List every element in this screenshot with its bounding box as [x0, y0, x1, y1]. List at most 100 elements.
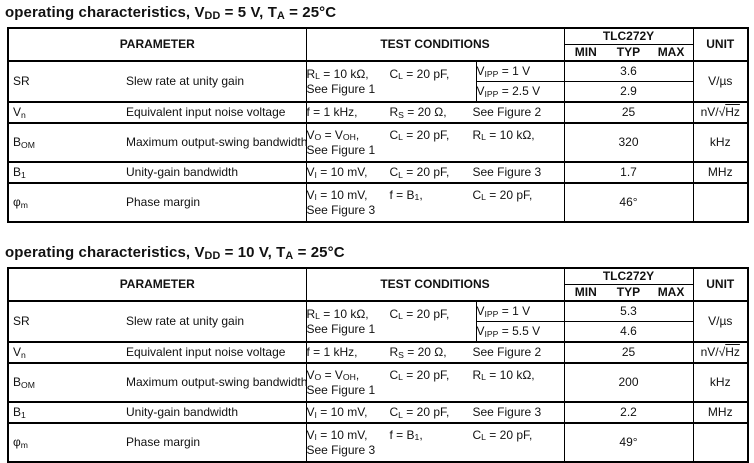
- param-name: Slew rate at unity gain: [126, 74, 245, 88]
- condition-subcell: VIPP = 1 V: [475, 300, 565, 322]
- row-slew-rate-sub: VIPP = 5.5 V 4.6: [8, 321, 748, 343]
- test-conditions-cell: RL = 10 kΩ, CL = 20 pF, See Figure 1: [305, 300, 477, 343]
- col-header-device: TLC272Y: [563, 27, 694, 45]
- unit-cell: nV/√Hz: [692, 341, 749, 364]
- header-row-2: MIN TYP MAX: [8, 284, 748, 302]
- param-symbol: φm: [13, 435, 28, 450]
- unit-cell: kHz: [692, 122, 749, 163]
- param-name: Maximum output-swing bandwidth: [126, 375, 308, 389]
- typ-value: 46°: [563, 182, 694, 223]
- col-header-min-typ-max: MIN TYP MAX: [563, 44, 694, 62]
- typ-value: 4.6: [563, 321, 694, 343]
- typ-value: 320: [563, 122, 694, 163]
- param-name: Unity-gain bandwidth: [126, 405, 239, 419]
- col-header-parameter: PARAMETER: [7, 267, 307, 302]
- col-header-min: MIN: [574, 45, 597, 59]
- col-header-typ: TYP: [616, 285, 641, 299]
- parameter-cell: B1 Unity-gain bandwidth: [7, 401, 307, 424]
- typ-value: 200: [563, 362, 694, 403]
- param-name: Phase margin: [126, 435, 201, 449]
- condition-subcell: VIPP = 1 V: [475, 60, 565, 82]
- param-name: Maximum output-swing bandwidth: [126, 135, 308, 149]
- col-header-max: MAX: [657, 45, 685, 59]
- header-row-1: PARAMETER TEST CONDITIONS TLC272Y UNIT: [7, 267, 749, 302]
- test-conditions-cell: VI = 10 mV, CL = 20 pF, See Figure 3: [305, 161, 565, 184]
- param-name: Phase margin: [126, 195, 201, 209]
- param-symbol: SR: [13, 74, 30, 88]
- row-output-swing-bandwidth: BOM Maximum output-swing bandwidth VO = V…: [7, 122, 749, 163]
- condition-item: f = 1 kHz,: [306, 345, 358, 359]
- condition-item: See Figure 2: [472, 105, 542, 119]
- typ-value: 3.6: [563, 60, 694, 82]
- condition-item: RL = 10 kΩ,: [472, 367, 535, 383]
- condition-subcell: VIPP = 2.5 V: [475, 81, 565, 103]
- typ-value: 49°: [563, 422, 694, 463]
- row-phase-margin: φm Phase margin VI = 10 mV, f = B1, CL = 20…: [7, 422, 749, 463]
- test-conditions-cell: VI = 10 mV, f = B1, CL = 20 pF, See Figure…: [305, 422, 565, 463]
- see-figure-note: See Figure 1: [306, 382, 376, 397]
- condition-item: CL = 20 pF,: [389, 165, 450, 180]
- unit-cell: MHz: [692, 161, 749, 184]
- condition-item: VI = 10 mV,: [306, 405, 368, 420]
- operating-characteristics-table-5v: PARAMETER TEST CONDITIONS TLC272Y UNIT M…: [7, 27, 749, 223]
- condition-subcell: VIPP = 5.5 V: [475, 321, 565, 343]
- typ-value: 2.9: [563, 81, 694, 103]
- param-name: Slew rate at unity gain: [126, 314, 245, 328]
- condition-item: f = B1,: [389, 187, 423, 203]
- condition-item: See Figure 3: [472, 405, 542, 419]
- param-name: Equivalent input noise voltage: [126, 345, 286, 359]
- col-header-typ: TYP: [616, 45, 641, 59]
- see-figure-note: See Figure 1: [306, 142, 376, 157]
- see-figure-note: See Figure 3: [306, 202, 376, 217]
- test-conditions-cell: VO = VOH, CL = 20 pF, RL = 10 kΩ, See Figu…: [305, 122, 565, 163]
- condition-item: CL = 20 pF,: [389, 405, 450, 420]
- typ-value: 25: [563, 341, 694, 364]
- row-phase-margin: φm Phase margin VI = 10 mV, f = B1, CL = 20…: [7, 182, 749, 223]
- unit-cell: nV/√Hz: [692, 101, 749, 124]
- condition-item: See Figure 2: [472, 345, 542, 359]
- condition-item: RL = 10 kΩ,: [306, 66, 369, 82]
- unit-cell: [692, 422, 749, 463]
- condition-item: RS = 20 Ω,: [389, 345, 447, 360]
- row-noise-voltage: Vn Equivalent input noise voltage f = 1 k…: [7, 341, 749, 364]
- condition-item: VI = 10 mV,: [306, 165, 368, 180]
- unit-cell: V/µs: [692, 300, 749, 343]
- col-header-test-conditions: TEST CONDITIONS: [305, 267, 565, 302]
- col-header-device: TLC272Y: [563, 267, 694, 285]
- parameter-cell: Vn Equivalent input noise voltage: [7, 101, 307, 124]
- parameter-cell: B1 Unity-gain bandwidth: [7, 161, 307, 184]
- condition-item: VO = VOH,: [306, 367, 360, 383]
- typ-value: 2.2: [563, 401, 694, 424]
- parameter-cell: BOM Maximum output-swing bandwidth: [7, 122, 308, 163]
- condition-item: VI = 10 mV,: [306, 187, 368, 203]
- condition-item: CL = 20 pF,: [389, 367, 450, 383]
- table-title-5v: operating characteristics, VDD = 5 V, TA…: [5, 4, 337, 23]
- param-symbol: B1: [13, 165, 26, 180]
- param-symbol: B1: [13, 405, 26, 420]
- test-conditions-cell: VI = 10 mV, CL = 20 pF, See Figure 3: [305, 401, 565, 424]
- row-unity-gain-bandwidth: B1 Unity-gain bandwidth VI = 10 mV, CL = 2…: [7, 161, 749, 184]
- col-header-min-typ-max: MIN TYP MAX: [563, 284, 694, 302]
- param-symbol: BOM: [13, 135, 35, 150]
- condition-item: RL = 10 kΩ,: [472, 127, 535, 143]
- row-slew-rate-sub: VIPP = 2.5 V 2.9: [8, 81, 748, 103]
- typ-value: 25: [563, 101, 694, 124]
- see-figure-note: See Figure 1: [306, 81, 376, 96]
- condition-item: CL = 20 pF,: [389, 306, 450, 322]
- param-symbol: Vn: [13, 345, 26, 360]
- parameter-cell: BOM Maximum output-swing bandwidth: [7, 362, 308, 403]
- parameter-cell: φm Phase margin: [7, 422, 307, 463]
- row-slew-rate: SR Slew rate at unity gain RL = 10 kΩ, CL …: [7, 300, 749, 343]
- condition-item: CL = 20 pF,: [472, 427, 533, 443]
- param-name: Unity-gain bandwidth: [126, 165, 239, 179]
- header-row-1: PARAMETER TEST CONDITIONS TLC272Y UNIT: [7, 27, 749, 62]
- see-figure-note: See Figure 1: [306, 321, 376, 336]
- row-noise-voltage: Vn Equivalent input noise voltage f = 1 k…: [7, 101, 749, 124]
- col-header-unit: UNIT: [692, 267, 749, 302]
- condition-item: VI = 10 mV,: [306, 427, 368, 443]
- row-unity-gain-bandwidth: B1 Unity-gain bandwidth VI = 10 mV, CL = 2…: [7, 401, 749, 424]
- table-title-10v: operating characteristics, VDD = 10 V, T…: [5, 244, 345, 263]
- condition-item: CL = 20 pF,: [389, 66, 450, 82]
- unit-cell: MHz: [692, 401, 749, 424]
- col-header-min: MIN: [574, 285, 597, 299]
